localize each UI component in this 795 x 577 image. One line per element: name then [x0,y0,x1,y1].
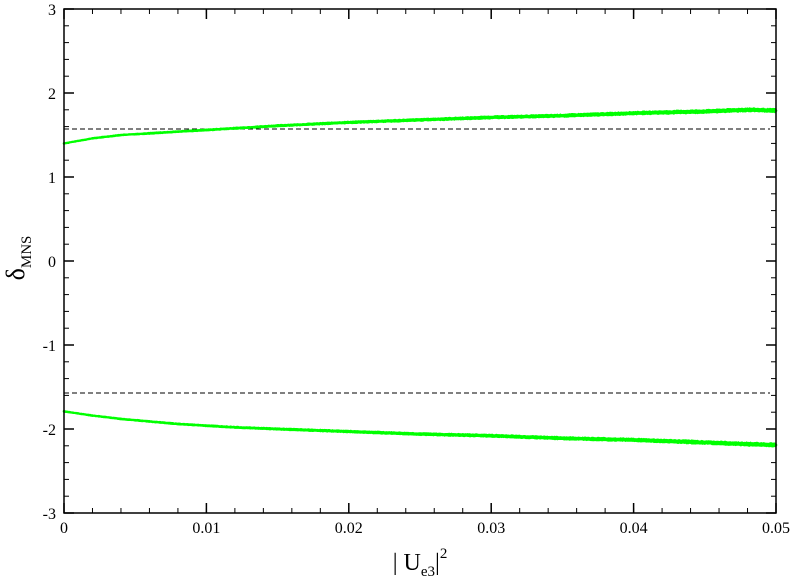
data-point [632,111,635,115]
data-point [561,436,564,440]
data-point [489,116,493,119]
data-layer [62,107,778,448]
y-tick-label: 1 [48,170,56,187]
y-tick-label: -3 [43,506,56,523]
y-tick-label: 3 [48,2,56,19]
data-point [176,422,180,426]
data-point [176,130,180,133]
data-point [91,414,94,417]
data-point [347,121,351,124]
data-point [561,114,564,117]
data-point [91,137,94,140]
data-point [703,110,707,113]
data-point [418,118,422,122]
x-axis-title-main: | U [393,550,421,576]
y-tick-label: 0 [48,254,56,271]
data-point [119,417,123,421]
tick-labels-layer: 0 0.01 0.02 0.03 0.04 0.05 -3 -2 -1 0 1 2 3 [43,2,790,537]
data-point [205,128,208,132]
x-tick-label: 0.04 [620,520,648,537]
series-1 [62,410,778,448]
y-axis-title-sub: MNS [19,236,35,269]
data-point [276,427,279,431]
data-point [489,434,493,438]
minor-ticks-layer [63,8,777,514]
x-tick-label: 0.01 [192,520,220,537]
x-tick-label: 0.02 [335,520,363,537]
x-axis-title-bar: | [435,550,440,576]
series-band [63,107,777,145]
y-tick-label: -2 [43,422,56,439]
x-axis-title: | Ue3|2 [393,546,448,577]
data-point [119,133,123,137]
data-point [746,108,749,112]
data-point [148,420,151,423]
data-point [746,442,749,446]
reference-lines-layer [64,128,770,394]
data-point [347,430,351,433]
y-axis-title: δMNS [1,236,35,281]
y-tick-label: -1 [43,338,56,355]
data-point [148,132,151,135]
data-point [703,441,707,444]
x-axis-title-sup: 2 [440,546,448,562]
x-tick-label: 0 [60,520,68,537]
series-band [63,410,777,448]
data-point [205,424,208,427]
y-axis-title-main: δ [1,268,30,280]
data-point [418,432,422,436]
plot-frame [63,8,777,514]
x-axis-title-sub: e3 [421,564,435,577]
data-point [276,124,279,128]
series-0 [62,107,778,145]
x-tick-label: 0.03 [477,520,505,537]
data-point [233,426,237,429]
x-tick-label: 0.05 [762,520,790,537]
data-point [233,126,237,130]
data-point [632,438,635,442]
y-tick-label: 2 [48,86,56,103]
ticks-layer [63,8,777,514]
